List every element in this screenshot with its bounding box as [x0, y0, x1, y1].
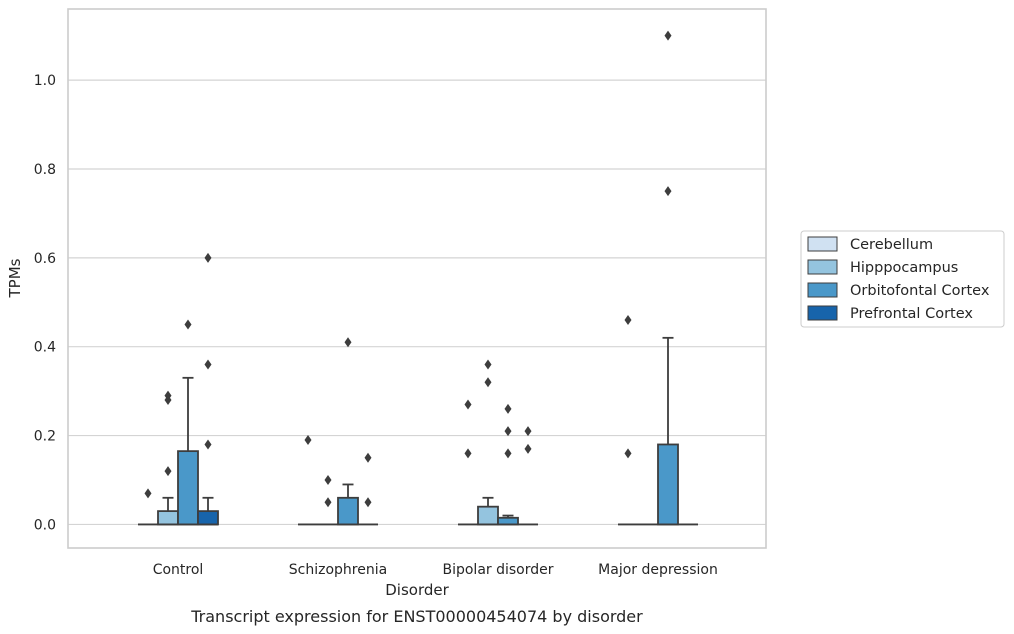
legend-swatch	[807, 236, 838, 252]
y-tick-label: 0.4	[34, 340, 56, 356]
outlier-point	[184, 319, 192, 330]
box-body	[197, 510, 219, 526]
x-axis-title: Disorder	[385, 581, 449, 599]
outlier-point	[164, 466, 172, 477]
outlier-point	[324, 475, 332, 486]
outlier-point	[204, 252, 212, 263]
outlier-point	[504, 426, 512, 437]
outlier-point	[304, 435, 312, 446]
outlier-point	[364, 452, 372, 463]
y-tick-labels: 0.0 0.2 0.4 0.6 0.8 1.0	[34, 73, 56, 533]
outlier-point	[664, 186, 672, 197]
outlier-point	[484, 377, 492, 388]
y-tick-label: 1.0	[34, 73, 56, 89]
y-tick-label: 0.0	[34, 517, 56, 533]
outlier-point	[364, 497, 372, 508]
outlier-point	[164, 395, 172, 406]
outlier-point	[624, 315, 632, 326]
legend-label: Cerebellum	[850, 237, 933, 253]
box-body	[657, 443, 679, 526]
outlier-point	[204, 359, 212, 370]
outlier-point	[624, 448, 632, 459]
box-prefrontal-cortex	[197, 496, 219, 526]
legend-swatch	[807, 259, 838, 275]
outlier-point	[664, 30, 672, 41]
x-tick-label: Major depression	[598, 562, 718, 578]
y-axis-title: TPMs	[6, 258, 24, 298]
x-tick-label: Control	[153, 562, 204, 578]
legend-label: Prefrontal Cortex	[850, 306, 973, 322]
outlier-point	[464, 448, 472, 459]
legend-swatch	[807, 282, 838, 298]
box-orbitofontal-cortex	[337, 483, 359, 526]
legend-swatch	[807, 305, 838, 321]
box-body	[337, 496, 359, 526]
plot-frame	[67, 8, 767, 549]
box-orbitofontal-cortex	[177, 376, 199, 526]
y-tick-label: 0.8	[34, 162, 56, 178]
box-body	[497, 516, 519, 526]
outlier-point	[484, 359, 492, 370]
box-layer	[138, 336, 698, 526]
box-orbitofontal-cortex	[497, 514, 519, 526]
x-tick-label: Bipolar disorder	[442, 562, 553, 578]
outlier-point	[204, 439, 212, 450]
box-body	[177, 450, 199, 526]
box-orbitofontal-cortex	[657, 336, 679, 526]
outlier-layer	[144, 30, 672, 508]
outlier-point	[464, 399, 472, 410]
legend-frame	[800, 230, 1005, 328]
outlier-point	[144, 488, 152, 499]
legend-items: Cerebellum Hipppocampus Orbitofontal Corte…	[807, 236, 990, 322]
chart-caption: Transcript expression for ENST0000045407…	[190, 607, 643, 626]
outlier-point	[324, 497, 332, 508]
outlier-point	[524, 443, 532, 454]
outlier-point	[524, 426, 532, 437]
y-tick-label: 0.6	[34, 251, 56, 267]
box-body	[477, 505, 499, 526]
x-tick-label: Schizophrenia	[289, 562, 387, 578]
legend-label: Hipppocampus	[850, 260, 958, 276]
outlier-point	[344, 337, 352, 348]
legend: Cerebellum Hipppocampus Orbitofontal Corte…	[800, 230, 1005, 328]
box-hipppocampus	[477, 496, 499, 526]
outlier-point	[504, 448, 512, 459]
legend-label: Orbitofontal Cortex	[850, 283, 990, 299]
box-body	[157, 510, 179, 526]
outlier-point	[504, 403, 512, 414]
y-tick-label: 0.2	[34, 429, 56, 445]
x-tick-labels: Control Schizophrenia Bipolar disorder Majo…	[153, 562, 718, 578]
